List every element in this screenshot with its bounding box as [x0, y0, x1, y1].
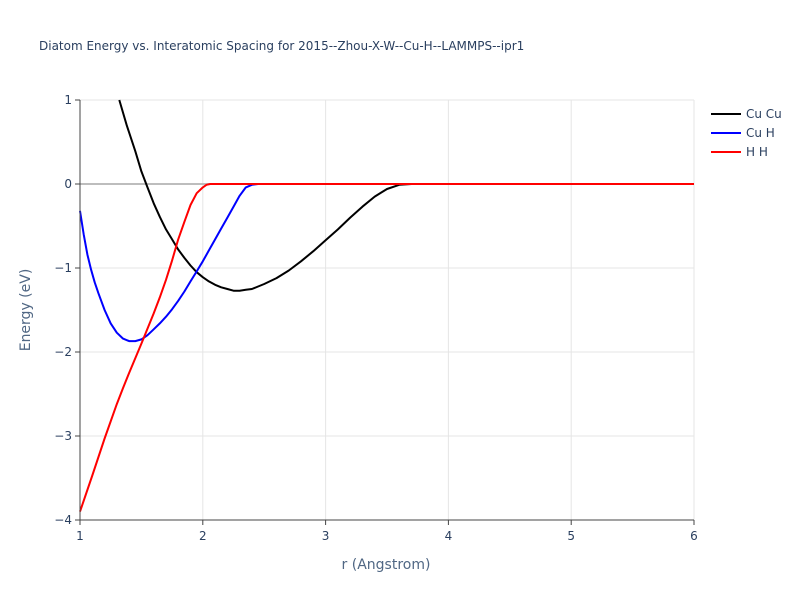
chart-title: Diatom Energy vs. Interatomic Spacing fo… — [39, 39, 524, 53]
legend[interactable]: Cu Cu Cu H H H — [711, 107, 782, 159]
plot-series — [79, 99, 694, 512]
legend-item-cu-cu[interactable]: Cu Cu — [711, 107, 782, 121]
x-axis-label: r (Angstrom) — [342, 557, 431, 573]
y-tick-label: −3 — [54, 429, 72, 443]
y-tick-label: −1 — [54, 261, 72, 275]
y-axis-label: Energy (eV) — [18, 269, 34, 352]
y-tick-label: 0 — [64, 177, 72, 191]
x-tick-label: 2 — [199, 529, 207, 543]
x-tick-label: 3 — [322, 529, 330, 543]
y-tick-label: −4 — [54, 513, 72, 527]
y-tick-label: 1 — [64, 93, 72, 107]
series-line-h-h — [79, 183, 694, 512]
legend-item-h-h[interactable]: H H — [711, 145, 768, 159]
legend-label: Cu Cu — [746, 107, 782, 121]
series-line-cu-cu — [118, 99, 694, 292]
x-tick-label: 4 — [445, 529, 453, 543]
y-tick-label: −2 — [54, 345, 72, 359]
x-tick-label: 1 — [76, 529, 84, 543]
x-tick-label: 6 — [690, 529, 698, 543]
legend-label: H H — [746, 145, 768, 159]
axis-ticks: 1 2 3 4 5 6 1 0 −1 −2 −3 −4 — [54, 93, 698, 543]
legend-label: Cu H — [746, 126, 775, 140]
legend-item-cu-h[interactable]: Cu H — [711, 126, 775, 140]
x-tick-label: 5 — [567, 529, 575, 543]
